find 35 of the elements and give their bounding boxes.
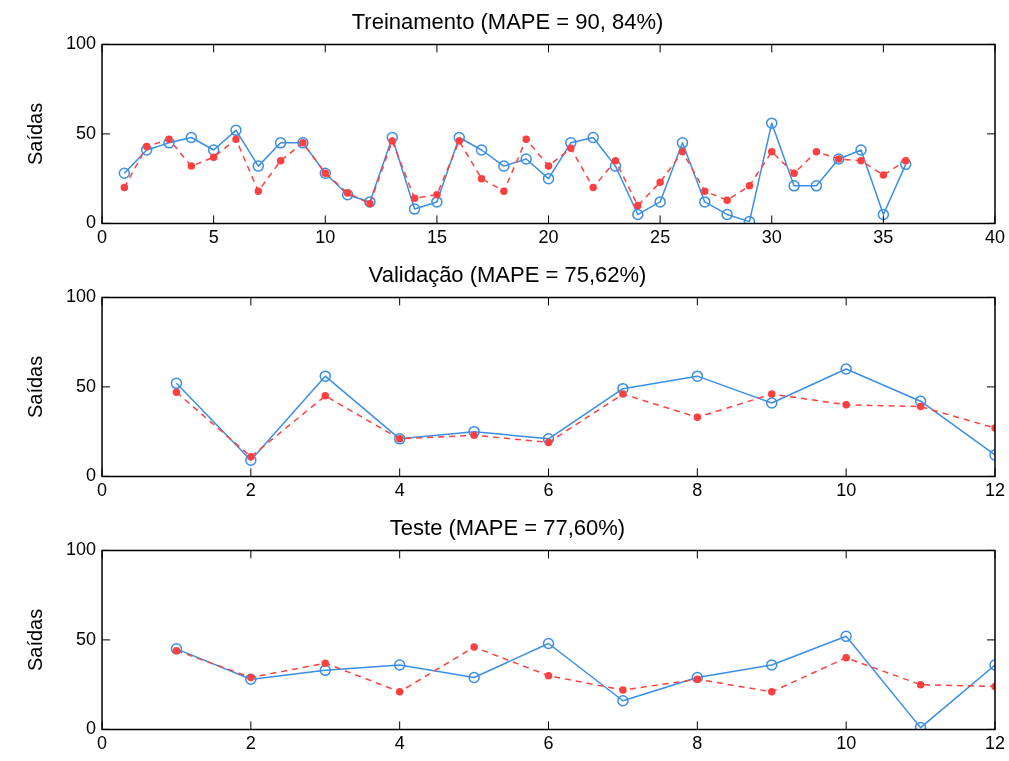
x-tick-label: 15 xyxy=(426,227,447,248)
x-tick-label: 10 xyxy=(836,733,857,754)
y-tick-label: 0 xyxy=(86,718,97,739)
x-tick-label: 12 xyxy=(984,733,1005,754)
x-tick-label: 4 xyxy=(394,480,405,501)
y-tick-label: 50 xyxy=(76,122,97,143)
y-tick-label: 100 xyxy=(65,286,97,307)
x-tick-label: 5 xyxy=(208,227,219,248)
x-tick-label: 20 xyxy=(538,227,559,248)
x-tick-label: 35 xyxy=(873,227,894,248)
y-tick-label: 0 xyxy=(86,212,97,233)
x-tick-label: 10 xyxy=(315,227,336,248)
y-tick-label: 50 xyxy=(76,628,97,649)
x-tick-label: 2 xyxy=(245,480,256,501)
x-tick-label: 2 xyxy=(245,733,256,754)
x-tick-label: 30 xyxy=(761,227,782,248)
chart-title: Teste (MAPE = 77,60%) xyxy=(389,515,626,541)
x-tick-label: 6 xyxy=(543,733,554,754)
y-axis-title: Saídas xyxy=(23,608,46,672)
x-tick-label: 12 xyxy=(984,480,1005,501)
x-tick-label: 8 xyxy=(692,480,703,501)
y-axis-title: Saídas xyxy=(23,102,46,166)
chart-title: Validação (MAPE = 75,62%) xyxy=(368,262,647,288)
y-tick-label: 100 xyxy=(65,539,97,560)
x-tick-label: 40 xyxy=(984,227,1005,248)
y-tick-label: 100 xyxy=(65,33,97,54)
x-tick-label: 8 xyxy=(692,733,703,754)
x-tick-label: 4 xyxy=(394,733,405,754)
y-tick-label: 50 xyxy=(76,375,97,396)
y-axis-title: Saídas xyxy=(23,355,46,419)
x-tick-label: 25 xyxy=(650,227,671,248)
y-tick-label: 0 xyxy=(86,465,97,486)
x-tick-label: 6 xyxy=(543,480,554,501)
x-tick-label: 10 xyxy=(836,480,857,501)
chart-title: Treinamento (MAPE = 90, 84%) xyxy=(351,9,664,35)
